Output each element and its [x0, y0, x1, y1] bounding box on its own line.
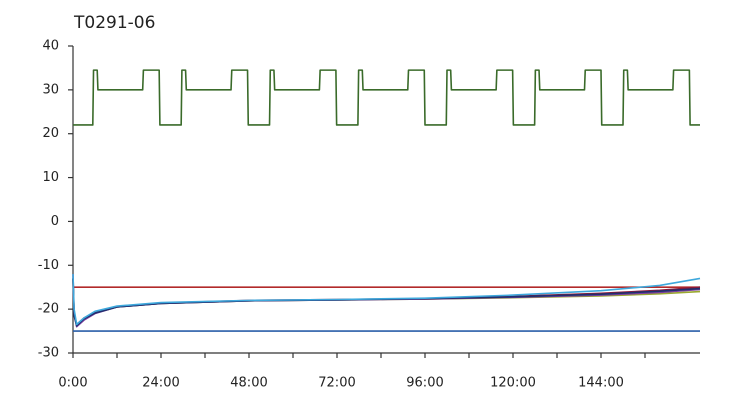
x-tick-label: 48:00: [230, 376, 267, 391]
y-tick-label: 20: [42, 126, 59, 141]
y-tick-label: 0: [51, 214, 59, 229]
y-tick-label: -30: [38, 346, 59, 361]
y-tick-label: 40: [42, 39, 59, 54]
series-line: [72, 274, 701, 326]
x-tick-label: 96:00: [406, 376, 443, 391]
x-tick-label: 24:00: [142, 376, 179, 391]
x-tick-label: 72:00: [318, 376, 355, 391]
chart-title: T0291-06: [73, 13, 155, 33]
y-tick-label: -10: [38, 258, 59, 273]
y-tick-label: 10: [42, 170, 59, 185]
series-line: [73, 69, 700, 126]
x-tick-label: 0:00: [58, 376, 87, 391]
series-line: [72, 278, 701, 326]
series-line: [72, 274, 701, 328]
x-tick-label: 144:00: [578, 376, 624, 391]
x-tick-label: 120:00: [490, 376, 536, 391]
y-tick-label: -20: [38, 302, 59, 317]
y-tick-label: 30: [42, 82, 59, 97]
